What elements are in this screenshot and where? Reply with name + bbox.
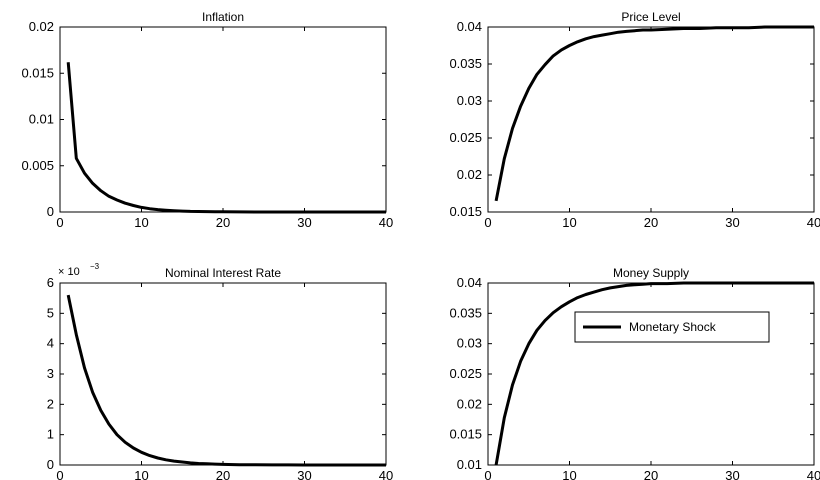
x-tick-label: 10	[134, 468, 148, 480]
chart-title: Money Supply	[613, 266, 689, 280]
y-tick-label: 6	[47, 275, 54, 290]
x-tick-label: 10	[134, 215, 148, 230]
y-tick-label: 4	[47, 336, 54, 351]
series-line	[494, 25, 814, 202]
axes-box	[59, 282, 387, 466]
x-tick-label: 0	[56, 468, 63, 480]
x-tick-label: 10	[562, 468, 576, 480]
y-tick-label: 0.04	[457, 275, 482, 290]
y-tick-label: 0.015	[21, 65, 54, 80]
x-tick-label: 30	[297, 215, 311, 230]
y-tick-label: 0.01	[29, 112, 54, 127]
x-tick-label: 40	[379, 215, 393, 230]
y-tick-label: 0.02	[29, 19, 54, 34]
x-tick-label: 20	[216, 215, 230, 230]
x-tick-label: 20	[644, 215, 658, 230]
chart-title: Price Level	[621, 10, 680, 24]
series-line	[66, 62, 386, 214]
axes-box	[487, 26, 815, 213]
y-tick-label: 0.035	[449, 305, 482, 320]
y-tick-label: 3	[47, 366, 54, 381]
axes-box	[487, 282, 815, 466]
y-tick-label: 0.04	[457, 19, 482, 34]
panel-4: Money Supply 0 10 20 30 40 0.01 0.015 0.02 0.025 0…	[449, 266, 820, 480]
y-exponent: −3	[90, 262, 100, 271]
x-tick-label: 40	[379, 468, 393, 480]
y-tick-label: 0.02	[457, 396, 482, 411]
y-multiplier: × 10	[58, 266, 80, 278]
y-tick-label: 0.015	[449, 427, 482, 442]
panel-3: Nominal Interest Rate 0 10 20 30 40 0 1 2 3 4 5 6 × 1…	[47, 262, 393, 480]
panel-1: Inflation 0 10 20 30 40 0 0.005 0.01 0.015 0.02	[21, 10, 393, 230]
x-tick-label: 40	[807, 468, 820, 480]
y-tick-label: 0.03	[457, 93, 482, 108]
x-tick-label: 0	[484, 215, 491, 230]
x-tick-label: 0	[484, 468, 491, 480]
x-tick-label: 20	[216, 468, 230, 480]
panel-2: Price Level 0 10 20 30 40 0.015 0.02 0.025 0.03 0.…	[449, 10, 820, 230]
y-tick-label: 0	[47, 204, 54, 219]
axes-box	[59, 26, 387, 213]
x-tick-label: 30	[725, 215, 739, 230]
y-tick-label: 0.01	[457, 457, 482, 472]
y-tick-label: 0.015	[449, 204, 482, 219]
y-tick-label: 0.025	[449, 366, 482, 381]
y-tick-label: 0.02	[457, 167, 482, 182]
y-tick-label: 5	[47, 305, 54, 320]
legend: Monetary Shock	[574, 311, 770, 343]
y-tick-label: 0.025	[449, 130, 482, 145]
x-tick-label: 30	[297, 468, 311, 480]
y-tick-label: 0.03	[457, 336, 482, 351]
x-tick-label: 10	[562, 215, 576, 230]
series-line	[494, 281, 814, 466]
y-tick-label: 0.005	[21, 158, 54, 173]
x-tick-label: 0	[56, 215, 63, 230]
x-tick-label: 20	[644, 468, 658, 480]
chart-title: Nominal Interest Rate	[165, 266, 281, 280]
series-line	[66, 294, 386, 467]
y-tick-label: 0	[47, 457, 54, 472]
y-tick-label: 2	[47, 396, 54, 411]
legend-label: Monetary Shock	[629, 320, 717, 334]
y-tick-label: 0.035	[449, 56, 482, 71]
x-tick-label: 40	[807, 215, 820, 230]
y-tick-label: 1	[47, 427, 54, 442]
chart-title: Inflation	[202, 10, 244, 24]
x-tick-label: 30	[725, 468, 739, 480]
